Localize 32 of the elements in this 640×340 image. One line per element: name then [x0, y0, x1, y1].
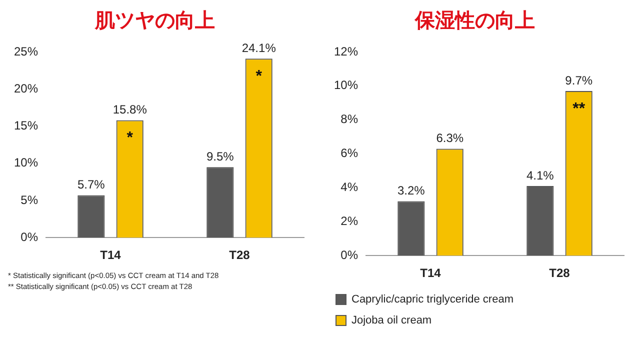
- y-tick-label: 15%: [14, 118, 38, 133]
- data-label: 15.8%: [112, 102, 148, 117]
- y-tick-label: 5%: [20, 192, 38, 207]
- y-tick-label: 2%: [340, 214, 358, 228]
- y-tick-label: 6%: [340, 146, 358, 160]
- y-tick-label: 25%: [14, 44, 38, 58]
- x-tick-label: T28: [549, 266, 570, 280]
- legend-label: Jojoba oil cream: [352, 314, 432, 327]
- y-tick-label: 0%: [340, 248, 358, 262]
- y-tick-label: 20%: [14, 81, 38, 96]
- annotation: *: [126, 130, 134, 147]
- data-label: 5.7%: [77, 178, 106, 192]
- y-tick-label: 4%: [340, 180, 358, 194]
- y-tick-label: 0%: [20, 230, 38, 244]
- chart-title: 保湿性の向上: [414, 8, 535, 32]
- x-tick-label: T14: [100, 248, 122, 262]
- y-tick-label: 10%: [14, 156, 38, 170]
- y-tick-label: 8%: [340, 112, 358, 126]
- data-label: 3.2%: [397, 184, 426, 198]
- annotation: **: [572, 100, 586, 118]
- data-label: 9.7%: [565, 73, 593, 88]
- y-tick-label: 10%: [334, 78, 358, 92]
- data-label: 6.3%: [436, 131, 464, 146]
- data-label: 9.5%: [206, 149, 234, 164]
- legend-label: Caprylic/capric triglyceride cream: [352, 294, 514, 306]
- x-tick-label: T28: [229, 248, 250, 262]
- x-tick-label: T14: [420, 266, 442, 280]
- chart-title: 肌ツヤの向上: [94, 8, 215, 32]
- data-label: 24.1%: [242, 40, 276, 55]
- y-tick-label: 12%: [334, 44, 358, 58]
- data-label: 4.1%: [526, 168, 554, 182]
- annotation: *: [256, 68, 263, 86]
